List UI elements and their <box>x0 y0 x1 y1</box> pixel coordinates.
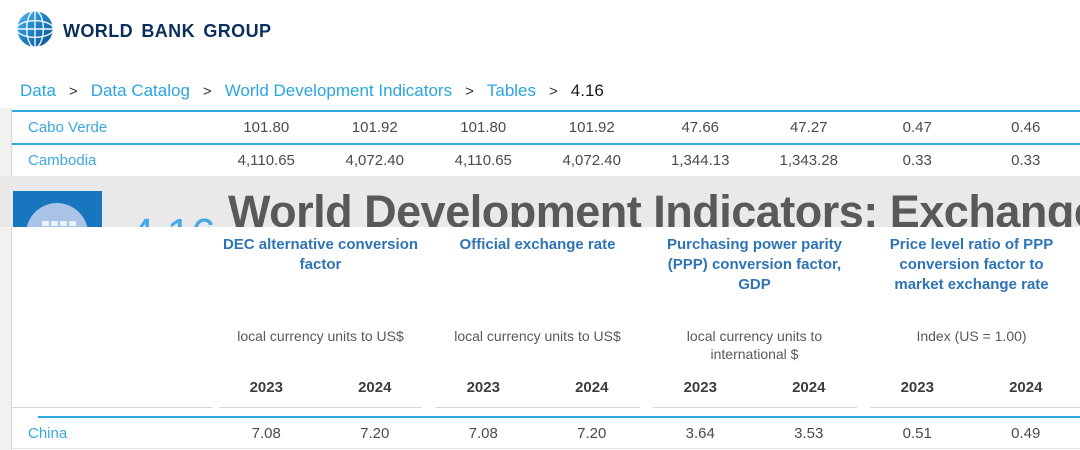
column-group-header-row: DEC alternative conversion factor Offici… <box>12 235 1080 294</box>
breadcrumb: Data > Data Catalog > World Development … <box>20 79 604 103</box>
globe-icon <box>14 8 56 55</box>
cell-value: 3.64 <box>685 424 715 442</box>
country-link-china[interactable]: China <box>28 424 68 442</box>
year-header: 2024 <box>792 379 826 396</box>
cell-value: 101.92 <box>568 119 615 136</box>
cell-value: 0.46 <box>1011 119 1041 136</box>
breadcrumb-separator: > <box>549 82 558 100</box>
unit-label: Index (US = 1.00) <box>916 328 1027 344</box>
breadcrumb-separator: > <box>465 82 474 100</box>
cell-value: 47.27 <box>789 119 828 136</box>
breadcrumb-item-wdi[interactable]: World Development Indicators <box>224 81 453 100</box>
cell-value: 0.33 <box>1011 152 1041 169</box>
cell-value: 4,072.40 <box>562 152 621 169</box>
left-gutter <box>0 108 12 450</box>
table-row: China 7.08 7.20 7.08 7.20 3.64 3.53 0.51… <box>12 418 1080 448</box>
breadcrumb-item-data-catalog[interactable]: Data Catalog <box>90 81 190 100</box>
cell-value: 101.80 <box>460 119 507 136</box>
col-group-dec-conversion: DEC alternative conversion factor <box>222 236 419 273</box>
cell-value: 7.08 <box>251 424 281 442</box>
cell-value: 4,072.40 <box>345 152 404 169</box>
header-underline-segment <box>653 407 857 408</box>
unit-label: local currency units to US$ <box>237 328 404 344</box>
breadcrumb-separator: > <box>202 82 212 100</box>
year-header: 2023 <box>466 379 500 396</box>
year-header: 2024 <box>1009 379 1043 396</box>
sticky-table-header: DEC alternative conversion factor Offici… <box>12 227 1080 450</box>
cell-value: 0.51 <box>902 424 932 442</box>
cell-value: 101.80 <box>243 119 290 136</box>
table-rows-above: Cabo Verde 101.80 101.92 101.80 101.92 4… <box>12 110 1080 176</box>
unit-header-row: local currency units to US$ local curren… <box>12 327 1080 363</box>
spacer <box>12 235 212 294</box>
cell-value: 7.08 <box>468 424 498 442</box>
header-underline-segment <box>219 407 422 408</box>
cell-value: 7.20 <box>577 424 607 442</box>
row-divider <box>12 448 1080 449</box>
table-row: Cambodia 4,110.65 4,072.40 4,110.65 4,07… <box>12 143 1080 176</box>
cell-value: 101.92 <box>351 119 398 136</box>
year-header: 2023 <box>900 379 934 396</box>
breadcrumb-item-data[interactable]: Data <box>20 81 56 100</box>
cell-value: 7.20 <box>360 424 390 442</box>
col-group-ppp-factor: Purchasing power parity (PPP) conversion… <box>666 236 843 293</box>
logo-wordmark: WORLD BANK GROUP <box>63 21 272 41</box>
page-title-band: 4.16 World Development Indicators: Excha… <box>0 176 1080 227</box>
year-header: 2023 <box>683 379 717 396</box>
table-row: Cabo Verde 101.80 101.92 101.80 101.92 4… <box>12 110 1080 143</box>
country-link-cabo-verde[interactable]: Cabo Verde <box>28 119 108 136</box>
cell-value: 3.53 <box>794 424 824 442</box>
year-header: 2024 <box>575 379 609 396</box>
breadcrumb-item-current: 4.16 <box>570 81 604 100</box>
cell-value: 0.33 <box>902 152 932 169</box>
page-title: World Development Indicators: Exchange r… <box>228 186 1080 227</box>
header-underline-segment <box>12 407 212 408</box>
cell-value: 0.47 <box>902 119 932 136</box>
header-underline-segment <box>436 407 640 408</box>
cell-value: 4,110.65 <box>454 152 512 169</box>
spacer <box>12 379 212 396</box>
world-bank-logo[interactable]: WORLD BANK GROUP <box>14 8 271 55</box>
table-number: 4.16 <box>130 210 216 227</box>
year-header-row: 2023 2024 2023 2024 2023 2024 2023 2024 <box>12 379 1080 396</box>
year-header: 2024 <box>358 379 392 396</box>
cell-value: 0.49 <box>1011 424 1041 442</box>
cell-value: 4,110.65 <box>237 152 295 169</box>
col-group-official-rate: Official exchange rate <box>459 236 616 253</box>
row-divider <box>38 416 1080 418</box>
country-link-cambodia[interactable]: Cambodia <box>28 152 97 169</box>
cell-value: 1,344.13 <box>671 152 730 169</box>
cell-value: 47.66 <box>681 119 720 136</box>
unit-label: local currency units to US$ <box>454 328 621 344</box>
table-thumbnail-icon <box>13 191 102 227</box>
unit-label: local currency units to international $ <box>686 328 823 363</box>
cell-value: 1,343.28 <box>779 152 838 169</box>
spacer <box>12 327 212 363</box>
col-group-price-level-ratio: Price level ratio of PPP conversion fact… <box>889 236 1054 293</box>
header-underline-segment <box>870 407 1080 408</box>
breadcrumb-item-tables[interactable]: Tables <box>486 81 536 100</box>
breadcrumb-separator: > <box>68 82 78 100</box>
year-header: 2023 <box>249 379 283 396</box>
